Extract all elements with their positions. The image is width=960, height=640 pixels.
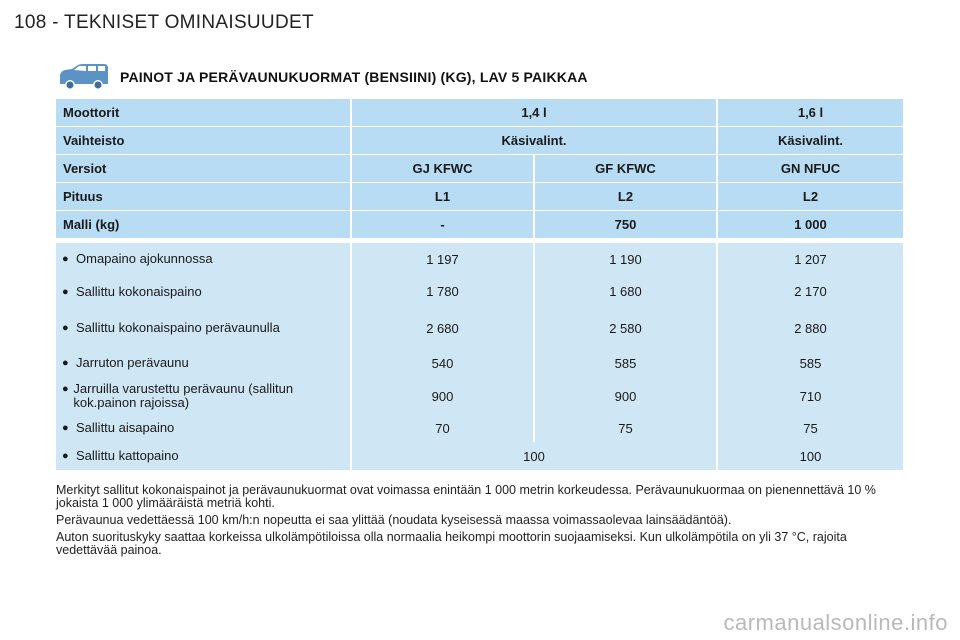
table-cell: 900	[535, 378, 718, 414]
table-cell: 585	[718, 348, 903, 378]
table-cell: 2 880	[718, 308, 903, 348]
row-label-text: Omapaino ajokunnossa	[76, 251, 213, 266]
row-label-text: Sallittu aisapaino	[76, 420, 175, 435]
row-label-wrap: ● Sallittu aisapaino	[62, 421, 174, 435]
row-label-text: Jarruilla varustettu perävaunu (sallitun…	[73, 381, 294, 410]
header-cell: -	[352, 211, 535, 238]
row-label-wrap: ● Sallittu kokonaispaino	[62, 283, 202, 299]
weights-table: Moottorit 1,4 l 1,6 l Vaihteisto Käsivalint.…	[56, 99, 903, 470]
bullet-icon: ●	[62, 422, 69, 434]
row-label-text: Jarruton perävaunu	[76, 355, 189, 370]
page-header: 108 - TEKNISET OMINAISUUDET	[14, 12, 314, 33]
table-cell: 585	[535, 348, 718, 378]
table-cell: 900	[352, 378, 535, 414]
table-cell: 100	[718, 442, 903, 470]
table-gap	[56, 239, 903, 243]
row-label-wrap: ● Jarruton perävaunu	[62, 356, 189, 370]
van-icon	[60, 64, 108, 90]
header-cell: 1,4 l	[352, 99, 718, 126]
row-label-text: Sallittu kattopaino	[76, 448, 179, 463]
header-cell: 750	[535, 211, 718, 238]
row-label-wrap: ● Omapaino ajokunnossa	[62, 252, 213, 266]
bullet-icon: ●	[62, 253, 69, 265]
header-cell: 1 000	[718, 211, 903, 238]
header-row-label: Pituus	[56, 183, 352, 210]
table-cell: 75	[535, 414, 718, 442]
bullet-icon: ●	[62, 383, 69, 395]
table-cell: 1 207	[718, 243, 903, 275]
row-label-text: Sallittu kokonaispaino perävaunulla	[76, 320, 280, 335]
header-cell: GN NFUC	[718, 155, 903, 182]
bullet-icon: ●	[62, 450, 69, 462]
table-row-label: ● Sallittu kokonaispaino	[56, 275, 352, 308]
row-label-wrap: ● Sallittu kattopaino	[62, 449, 179, 463]
header-cell: 1,6 l	[718, 99, 903, 126]
table-cell: 1 190	[535, 243, 718, 275]
table-cell: 710	[718, 378, 903, 414]
note-altitude: Merkityt sallitut kokonaispainot ja perä…	[56, 483, 876, 510]
table-cell: 1 780	[352, 275, 535, 308]
notes: Merkityt sallitut kokonaispainot ja perä…	[56, 484, 906, 561]
table-cell: 1 680	[535, 275, 718, 308]
table-row-label: ● Jarruton perävaunu	[56, 348, 352, 378]
header-row-label: Moottorit	[56, 99, 352, 126]
table-cell: 2 580	[535, 308, 718, 348]
bullet-icon: ●	[62, 285, 69, 298]
table-row-label: ● Omapaino ajokunnossa	[56, 243, 352, 275]
header-cell: GJ KFWC	[352, 155, 535, 182]
row-label-wrap: ● Jarruilla varustettu perävaunu (sallitu…	[62, 382, 350, 410]
table-cell: 70	[352, 414, 535, 442]
table-row-label: ● Sallittu aisapaino	[56, 414, 352, 442]
row-label-wrap: ● Sallittu kokonaispaino perävaunulla	[62, 321, 280, 335]
section-title: PAINOT JA PERÄVAUNUKUORMAT (BENSIINI) (K…	[120, 69, 588, 85]
bullet-icon: ●	[62, 357, 69, 369]
table-cell: 540	[352, 348, 535, 378]
table-cell: 2 170	[718, 275, 903, 308]
table-cell: 100	[352, 442, 718, 470]
header-cell: L1	[352, 183, 535, 210]
table-cell: 1 197	[352, 243, 535, 275]
header-row-label: Malli (kg)	[56, 211, 352, 238]
header-cell: Käsivalint.	[352, 127, 718, 154]
table-row-label: ● Jarruilla varustettu perävaunu (sallitu…	[56, 378, 352, 414]
table-row-label: ● Sallittu kattopaino	[56, 442, 352, 470]
table-cell: 2 680	[352, 308, 535, 348]
bullet-icon: ●	[62, 322, 69, 334]
table-row-label: ● Sallittu kokonaispaino perävaunulla	[56, 308, 352, 348]
header-cell: Käsivalint.	[718, 127, 903, 154]
header-cell: GF KFWC	[535, 155, 718, 182]
table-cell: 75	[718, 414, 903, 442]
header-row-label: Vaihteisto	[56, 127, 352, 154]
header-cell: L2	[718, 183, 903, 210]
note-speed: Perävaunua vedettäessä 100 km/h:n nopeut…	[56, 513, 732, 527]
section-title-row: PAINOT JA PERÄVAUNUKUORMAT (BENSIINI) (K…	[56, 62, 588, 92]
row-label-text: Sallittu kokonaispaino	[76, 283, 202, 299]
watermark: carmanualsonline.info	[723, 610, 948, 635]
note-temperature: Auton suorituskyky saattaa korkeissa ulk…	[56, 530, 847, 557]
header-row-label: Versiot	[56, 155, 352, 182]
header-cell: L2	[535, 183, 718, 210]
